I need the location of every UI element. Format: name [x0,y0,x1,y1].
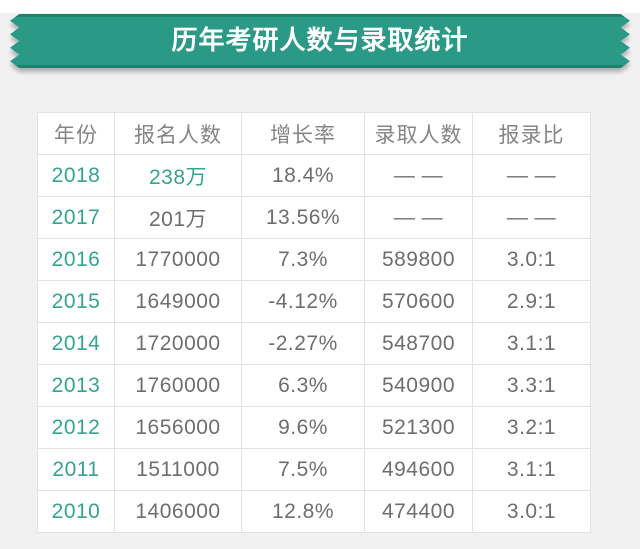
year-cell: 2013 [37,364,115,407]
growth-cell: 13.56% [241,196,365,239]
year-cell: 2010 [37,490,115,533]
table-row-2014: 2014 1720000 -2.27% 548700 3.1:1 [37,322,591,365]
ratio-cell: 3.0:1 [472,490,591,533]
applicants-cell: 1760000 [114,364,242,407]
year-cell: 2012 [37,406,115,449]
growth-cell: 18.4% [241,154,365,197]
ratio-cell: 2.9:1 [472,280,591,323]
admitted-cell: 589800 [364,238,473,281]
ratio-cell: 3.3:1 [472,364,591,407]
applicants-cell: 238万 [114,154,242,197]
applicants-cell: 1511000 [114,448,242,491]
admitted-cell: 494600 [364,448,473,491]
year-cell: 2018 [37,154,115,197]
page-title: 历年考研人数与录取统计 [171,25,469,55]
growth-cell: -2.27% [241,322,365,365]
table-row-2012: 2012 1656000 9.6% 521300 3.2:1 [37,406,591,449]
year-cell: 2016 [37,238,115,281]
table-row-2015: 2015 1649000 -4.12% 570600 2.9:1 [37,280,591,323]
applicants-cell: 1656000 [114,406,242,449]
table-row-2017: 2017 201万 13.56% — — — — [37,196,591,239]
admitted-cell: 521300 [364,406,473,449]
stats-table: 年份 报名人数 增长率 录取人数 报录比 2018 238万 18.4% — —… [37,112,591,533]
ratio-cell: 3.2:1 [472,406,591,449]
applicants-cell: 1649000 [114,280,242,323]
admitted-cell: — — [364,154,473,197]
col-header-year: 年份 [37,112,115,155]
growth-cell: 7.5% [241,448,365,491]
ratio-cell: 3.1:1 [472,322,591,365]
col-header-applicants: 报名人数 [114,112,242,155]
stats-table-body: 2018 238万 18.4% — — — — 2017 201万 13.56%… [37,154,591,533]
applicants-cell: 1406000 [114,490,242,533]
year-cell: 2014 [37,322,115,365]
table-row-2013: 2013 1760000 6.3% 540900 3.3:1 [37,364,591,407]
admitted-cell: 474400 [364,490,473,533]
col-header-growth-rate: 增长率 [241,112,365,155]
col-header-ratio: 报录比 [472,112,591,155]
title-ribbon-shape: 历年考研人数与录取统计 [10,14,630,68]
stats-table-header: 年份 报名人数 增长率 录取人数 报录比 [37,112,591,155]
title-ribbon: 历年考研人数与录取统计 [10,14,630,68]
table-row-2016: 2016 1770000 7.3% 589800 3.0:1 [37,238,591,281]
table-row-2011: 2011 1511000 7.5% 494600 3.1:1 [37,448,591,491]
ratio-cell: — — [472,196,591,239]
admitted-cell: 548700 [364,322,473,365]
growth-cell: -4.12% [241,280,365,323]
ratio-cell: — — [472,154,591,197]
growth-cell: 7.3% [241,238,365,281]
top-white-strip [0,0,640,13]
applicants-cell: 201万 [114,196,242,239]
growth-cell: 12.8% [241,490,365,533]
table-row-2018: 2018 238万 18.4% — — — — [37,154,591,197]
col-header-admitted: 录取人数 [364,112,473,155]
admitted-cell: — — [364,196,473,239]
year-cell: 2011 [37,448,115,491]
ratio-cell: 3.0:1 [472,238,591,281]
ratio-cell: 3.1:1 [472,448,591,491]
header-row: 年份 报名人数 增长率 录取人数 报录比 [37,112,591,155]
admitted-cell: 540900 [364,364,473,407]
table-row-2010: 2010 1406000 12.8% 474400 3.0:1 [37,490,591,533]
admitted-cell: 570600 [364,280,473,323]
applicants-cell: 1770000 [114,238,242,281]
year-cell: 2015 [37,280,115,323]
year-cell: 2017 [37,196,115,239]
growth-cell: 6.3% [241,364,365,407]
growth-cell: 9.6% [241,406,365,449]
applicants-cell: 1720000 [114,322,242,365]
